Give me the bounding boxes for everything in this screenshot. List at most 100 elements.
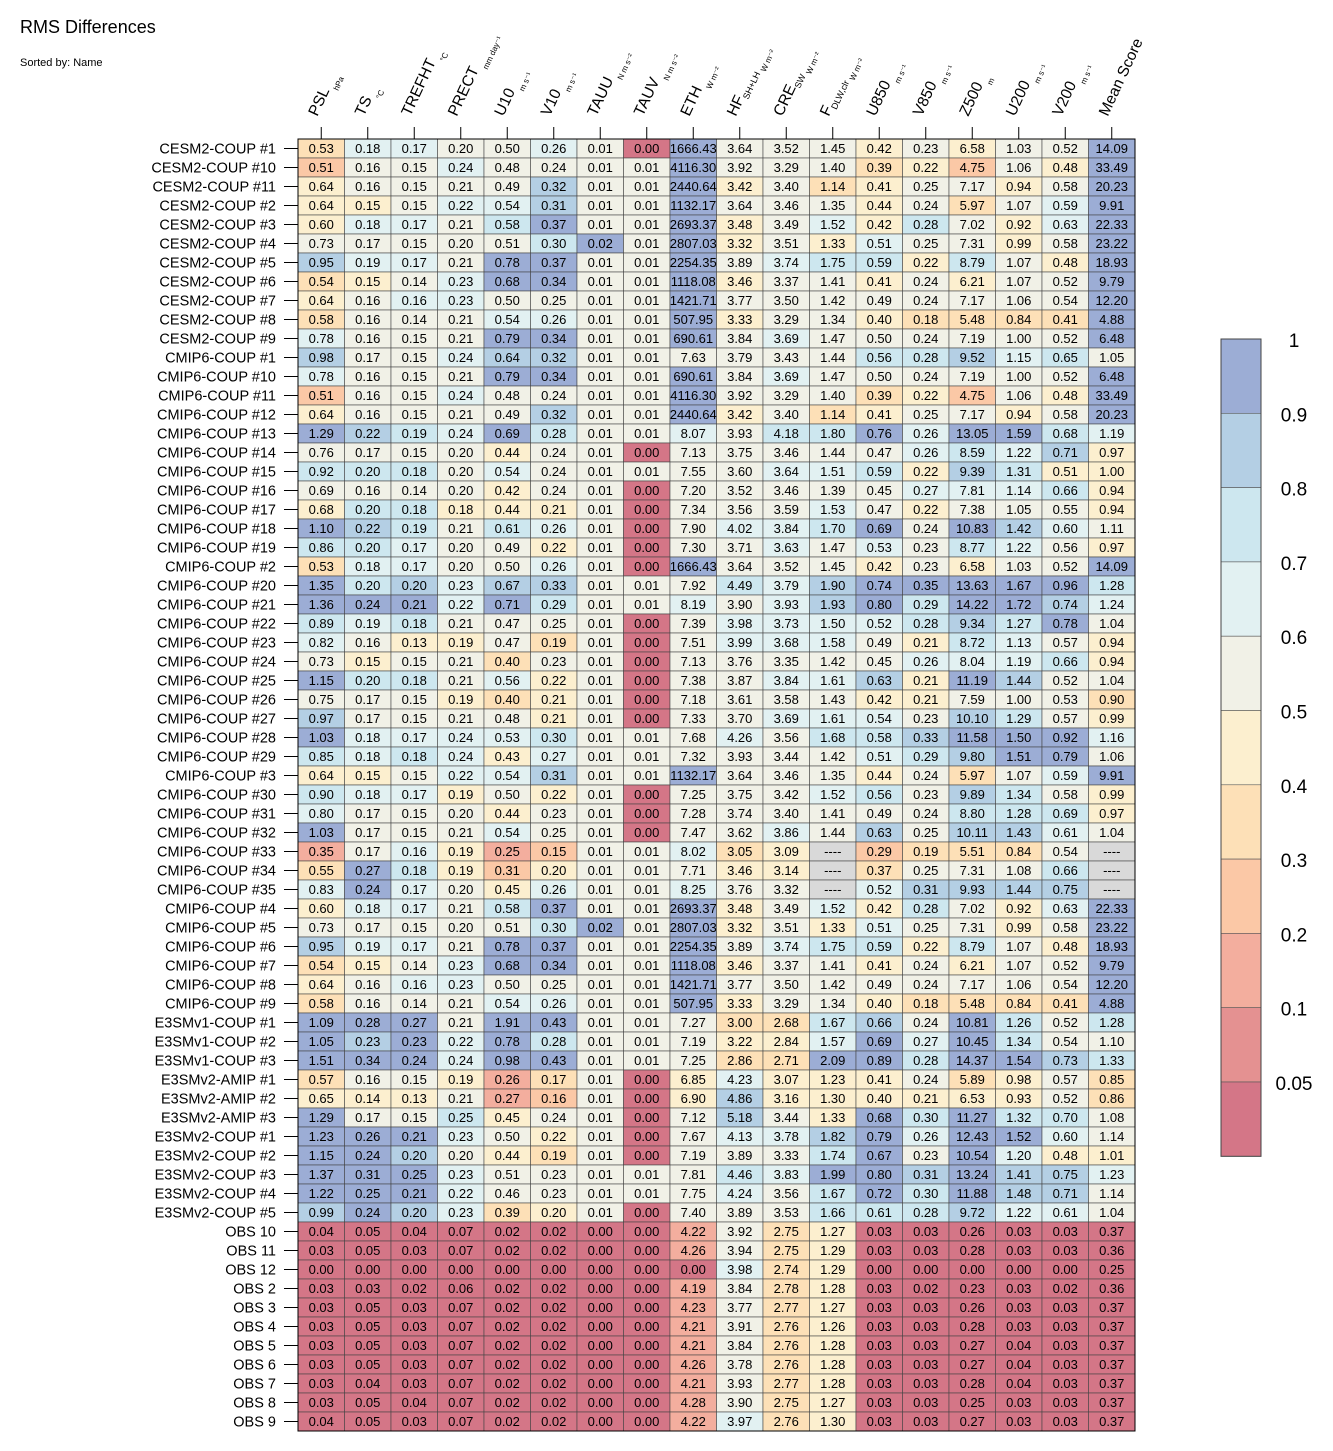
cell-value: 0.00	[634, 1110, 659, 1125]
cell-value: 1.15	[1006, 350, 1031, 365]
cell-value: 8.77	[960, 540, 985, 555]
cell-value: 2807.03	[670, 920, 717, 935]
cell-value: 1.52	[820, 217, 845, 232]
colorbar-band	[1220, 1007, 1262, 1083]
cell-value: 0.17	[355, 692, 380, 707]
cell-value: 9.80	[960, 749, 985, 764]
cell-value: 3.48	[727, 901, 752, 916]
cell-value: 0.05	[355, 1414, 380, 1429]
cell-value: 0.24	[541, 483, 566, 498]
row-label: CMIP6-COUP #32	[157, 826, 276, 842]
cell-value: 0.26	[960, 1224, 985, 1239]
cell-value: 0.51	[495, 920, 520, 935]
cell-value: 0.00	[634, 1224, 659, 1239]
cell-value: 0.14	[402, 996, 427, 1011]
row-label: OBS 2	[233, 1282, 276, 1298]
cell-value: 0.20	[541, 863, 566, 878]
cell-value: 0.00	[402, 1262, 427, 1277]
row-label: CMIP6-COUP #19	[157, 541, 276, 557]
cell-value: 0.01	[588, 901, 613, 916]
cell-value: 0.03	[913, 1414, 938, 1429]
cell-value: 3.84	[727, 1281, 752, 1296]
cell-value: 9.52	[960, 350, 985, 365]
cell-value: 0.25	[495, 844, 520, 859]
cell-value: 0.52	[1053, 673, 1078, 688]
cell-value: 0.21	[448, 331, 473, 346]
cell-value: 3.64	[727, 141, 752, 156]
cell-value: 0.28	[541, 426, 566, 441]
cell-value: 0.22	[913, 388, 938, 403]
cell-value: 0.37	[1099, 1414, 1124, 1429]
cell-value: 10.83	[956, 521, 989, 536]
cell-value: 7.19	[681, 1148, 706, 1163]
cell-value: 0.01	[634, 255, 659, 270]
cell-value: 0.53	[309, 141, 334, 156]
cell-value: 0.21	[448, 312, 473, 327]
cell-value: 0.21	[541, 711, 566, 726]
cell-value: 3.87	[727, 673, 752, 688]
cell-value: 0.19	[402, 426, 427, 441]
cell-value: 3.64	[774, 464, 799, 479]
cell-value: 507.95	[673, 996, 713, 1011]
cell-value: 0.18	[913, 312, 938, 327]
cell-value: 4.24	[727, 1186, 752, 1201]
cell-value: 0.52	[867, 616, 892, 631]
cell-value: 1.29	[309, 1110, 334, 1125]
column-header: PSLhPa	[305, 75, 346, 119]
cell-value: 0.52	[1053, 141, 1078, 156]
cell-value: 0.68	[1053, 426, 1078, 441]
cell-value: 7.19	[681, 1034, 706, 1049]
cell-value: 0.01	[588, 673, 613, 688]
cell-value: 2.84	[774, 1034, 799, 1049]
cell-value: 1.35	[820, 198, 845, 213]
cell-value: 0.00	[634, 1338, 659, 1353]
cell-value: 0.24	[913, 521, 938, 536]
row-label: CMIP6-COUP #13	[157, 427, 276, 443]
cell-value: 1.30	[820, 1091, 845, 1106]
cell-value: 7.63	[681, 350, 706, 365]
cell-value: 0.70	[1053, 1110, 1078, 1125]
cell-value: 0.59	[867, 939, 892, 954]
cell-value: 0.01	[634, 1053, 659, 1068]
cell-value: 0.01	[588, 730, 613, 745]
cell-value: 0.48	[1053, 160, 1078, 175]
cell-value: 0.03	[309, 1395, 334, 1410]
cell-value: 1.35	[309, 578, 334, 593]
cell-value: 0.22	[913, 939, 938, 954]
cell-value: 0.00	[634, 1205, 659, 1220]
cell-value: 0.55	[1053, 502, 1078, 517]
cell-value: 0.23	[402, 1034, 427, 1049]
cell-value: 0.28	[913, 217, 938, 232]
cell-value: 1.10	[1099, 1034, 1124, 1049]
cell-value: 0.01	[634, 331, 659, 346]
cell-value: 3.92	[727, 1224, 752, 1239]
cell-value: 0.01	[588, 331, 613, 346]
cell-value: 0.00	[634, 806, 659, 821]
colorbar-band	[1220, 412, 1262, 488]
cell-value: 0.15	[355, 958, 380, 973]
cell-value: 0.02	[541, 1281, 566, 1296]
row-label: CMIP6-COUP #30	[157, 788, 276, 804]
cell-value: 1.28	[820, 1338, 845, 1353]
cell-value: ----	[1103, 844, 1120, 859]
cell-value: 0.07	[448, 1414, 473, 1429]
cell-value: 1.41	[820, 958, 845, 973]
cell-value: 0.02	[495, 1224, 520, 1239]
cell-value: 6.90	[681, 1091, 706, 1106]
cell-value: 1.33	[820, 920, 845, 935]
cell-value: 0.75	[1053, 1167, 1078, 1182]
cell-value: 2693.37	[670, 901, 717, 916]
cell-value: 0.42	[867, 559, 892, 574]
cell-value: 0.50	[495, 977, 520, 992]
cell-value: 0.05	[355, 1395, 380, 1410]
cell-value: 1.68	[820, 730, 845, 745]
cell-value: 0.02	[541, 1224, 566, 1239]
cell-value: 0.03	[402, 1319, 427, 1334]
cell-value: 7.19	[960, 331, 985, 346]
cell-value: 1.52	[1006, 1129, 1031, 1144]
row-label: OBS 11	[226, 1244, 276, 1260]
cell-value: 0.68	[495, 274, 520, 289]
cell-value: 0.16	[355, 179, 380, 194]
cell-value: 1.34	[1006, 1034, 1031, 1049]
cell-value: 0.03	[1053, 1357, 1078, 1372]
